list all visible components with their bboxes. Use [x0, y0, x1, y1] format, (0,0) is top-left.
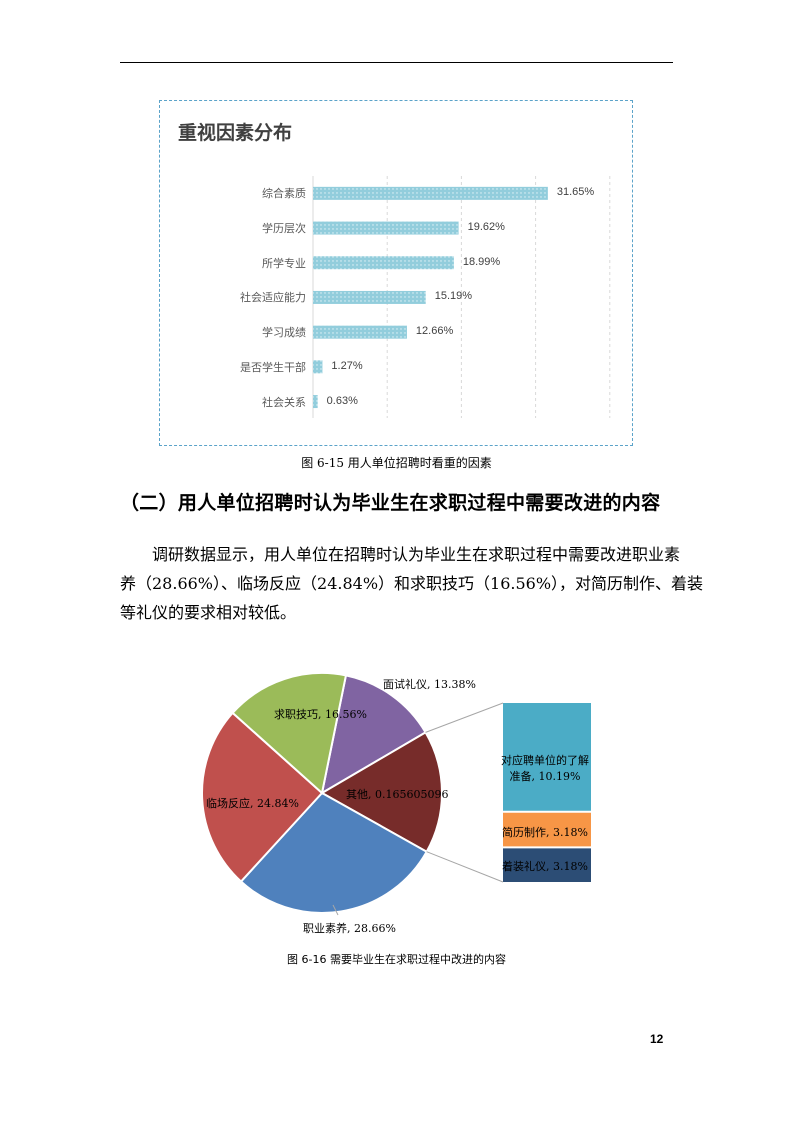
pie-label-job-skills: 求职技巧, 16.56%: [274, 708, 367, 721]
bar-label-line: 对应聘单位的了解: [501, 754, 589, 767]
connector-line: [426, 851, 504, 883]
pie-label-professional-quality: 职业素养, 28.66%: [303, 922, 396, 935]
leader-line: [332, 904, 339, 916]
pie-slice-职业素养: [239, 791, 429, 914]
bar: [313, 186, 548, 200]
bar-label-resume: 简历制作, 3.18%: [502, 826, 588, 839]
data-label: 0.63%: [326, 394, 358, 407]
secondary-bar-对应聘单位的了解准备: [503, 703, 591, 811]
bar: [313, 395, 318, 409]
bar-chart-title: 重视因素分布: [178, 122, 293, 144]
secondary-bar-简历制作: [503, 812, 591, 847]
paragraph-line: 等礼仪的要求相对较低。: [120, 603, 297, 622]
bar-label-employer-preparation: 对应聘单位的了解 准备, 10.19%: [490, 752, 600, 784]
paragraph-line: 调研数据显示，用人单位在招聘时认为毕业生在求职过程中需要改进职业素: [152, 545, 681, 564]
paragraph-line: 养（28.66%）、临场反应（24.84%）和求职技巧（16.56%），对简历制…: [120, 574, 704, 593]
category-label: 学习成绩: [262, 326, 306, 340]
data-label: 15.19%: [434, 290, 473, 303]
pie-label-other: 其他, 0.165605096: [346, 788, 449, 801]
category-label: 社会关系: [262, 395, 306, 409]
bar: [313, 360, 323, 374]
bar-chart-frame: [159, 100, 633, 446]
data-label: 12.66%: [415, 325, 454, 338]
pie-label-interview-etiquette: 面试礼仪, 13.38%: [383, 678, 476, 691]
pie-chart: [201, 672, 591, 916]
category-label: 综合素质: [262, 187, 306, 201]
category-label: 是否学生干部: [240, 360, 306, 374]
pie-label-on-site-response: 临场反应, 24.84%: [206, 797, 299, 810]
bar: [313, 290, 426, 304]
header-rule: [120, 62, 673, 63]
connector-line: [425, 702, 504, 733]
category-label: 所学专业: [262, 256, 306, 270]
bar-label-line: 准备, 10.19%: [509, 770, 581, 783]
figure-caption-6-16: 图 6-16 需要毕业生在求职过程中改进的内容: [287, 953, 506, 966]
page-number: 12: [650, 1032, 664, 1046]
data-label: 18.99%: [462, 255, 501, 268]
bar: [313, 256, 454, 270]
pie-slice-面试礼仪: [320, 674, 427, 795]
pie-slice-求职技巧: [231, 672, 348, 795]
data-label: 31.65%: [556, 186, 595, 199]
figure-caption-6-15: 图 6-15 用人单位招聘时看重的因素: [301, 456, 492, 470]
bar: [313, 325, 407, 339]
category-label: 学历层次: [262, 222, 306, 236]
bar-label-dress-etiquette: 着装礼仪, 3.18%: [502, 860, 588, 873]
pie-slice-临场反应: [201, 711, 324, 883]
category-label: 社会适应能力: [240, 291, 306, 305]
pie-slice-其他: [319, 731, 443, 854]
bar: [313, 221, 459, 235]
data-label: 1.27%: [331, 359, 363, 372]
data-label: 19.62%: [467, 221, 505, 234]
bar-chart: [312, 176, 611, 418]
section-heading: （二）用人单位招聘时认为毕业生在求职过程中需要改进的内容: [120, 492, 661, 514]
secondary-bar-着装礼仪: [503, 848, 591, 882]
